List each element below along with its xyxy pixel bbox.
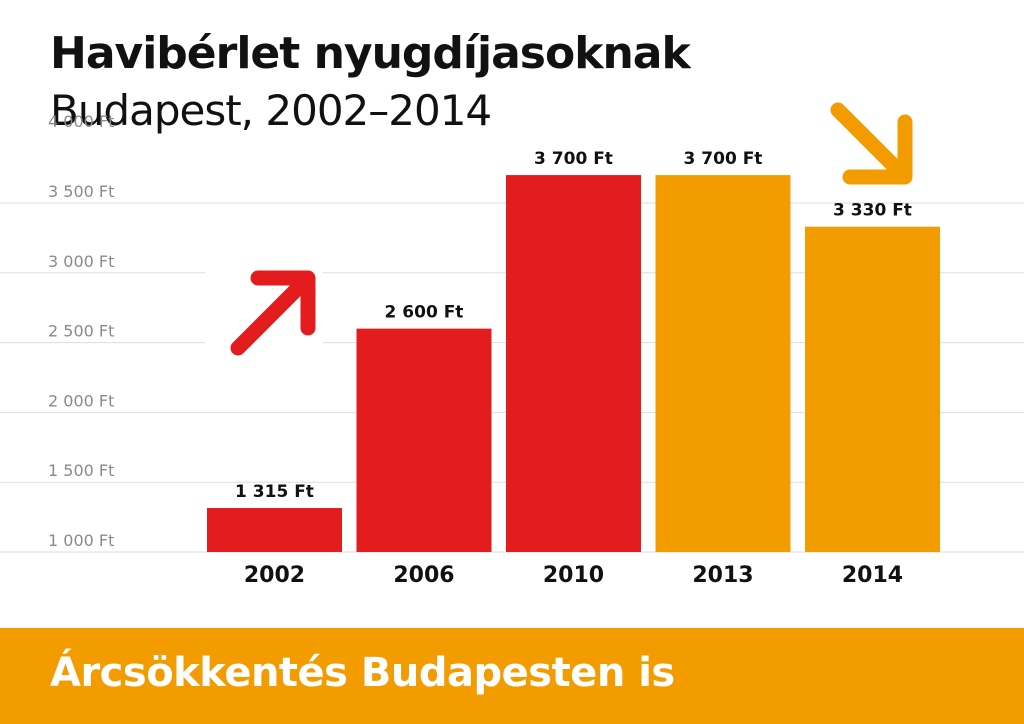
bar-chart: 1 000 Ft 1 500 Ft 2 000 Ft 2 500 Ft 3 000 Ft… — [0, 100, 1024, 588]
y-tick-label: 1 000 Ft — [48, 531, 114, 550]
y-tick-label: 2 000 Ft — [48, 391, 114, 410]
x-tick-label-2014: 2014 — [842, 563, 903, 588]
x-tick-label-2006: 2006 — [393, 563, 454, 588]
bar-2002 — [207, 508, 342, 552]
bar-2010 — [506, 175, 641, 552]
data-labels: 1 315 Ft 2 600 Ft 3 700 Ft 3 700 Ft 3 330 Ft — [235, 149, 912, 502]
chart-subtitle: Budapest, 2002–2014 — [50, 86, 492, 135]
y-axis-ticks: 1 000 Ft 1 500 Ft 2 000 Ft 2 500 Ft 3 000 Ft… — [48, 112, 114, 550]
y-tick-label: 3 000 Ft — [48, 252, 114, 271]
data-label-2013: 3 700 Ft — [684, 149, 763, 169]
arrow-down-right-icon — [830, 102, 913, 185]
data-label-2010: 3 700 Ft — [534, 149, 613, 169]
footer-banner: Árcsökkentés Budapesten is — [0, 628, 1024, 724]
footer-text: Árcsökkentés Budapesten is — [50, 650, 675, 696]
x-tick-label-2010: 2010 — [543, 563, 604, 588]
data-label-2006: 2 600 Ft — [385, 303, 464, 323]
y-tick-label: 1 500 Ft — [48, 461, 114, 480]
bar-2014 — [805, 226, 940, 552]
data-label-2002: 1 315 Ft — [235, 482, 314, 502]
x-axis-ticks: 2002 2006 2010 2013 2014 — [244, 563, 903, 588]
arrow-up-right-icon — [230, 270, 316, 356]
bars — [207, 175, 940, 552]
bar-2013 — [655, 175, 791, 552]
y-tick-label: 3 500 Ft — [48, 182, 114, 201]
data-label-2014: 3 330 Ft — [833, 201, 912, 221]
y-tick-label: 2 500 Ft — [48, 322, 114, 341]
chart-title: Havibérlet nyugdíjasoknak — [50, 28, 691, 79]
x-tick-label-2013: 2013 — [692, 563, 753, 588]
trend-arrows — [205, 100, 922, 378]
y-tick-label: 4 000 Ft — [48, 112, 114, 131]
x-tick-label-2002: 2002 — [244, 563, 305, 588]
bar-2006 — [356, 328, 492, 552]
